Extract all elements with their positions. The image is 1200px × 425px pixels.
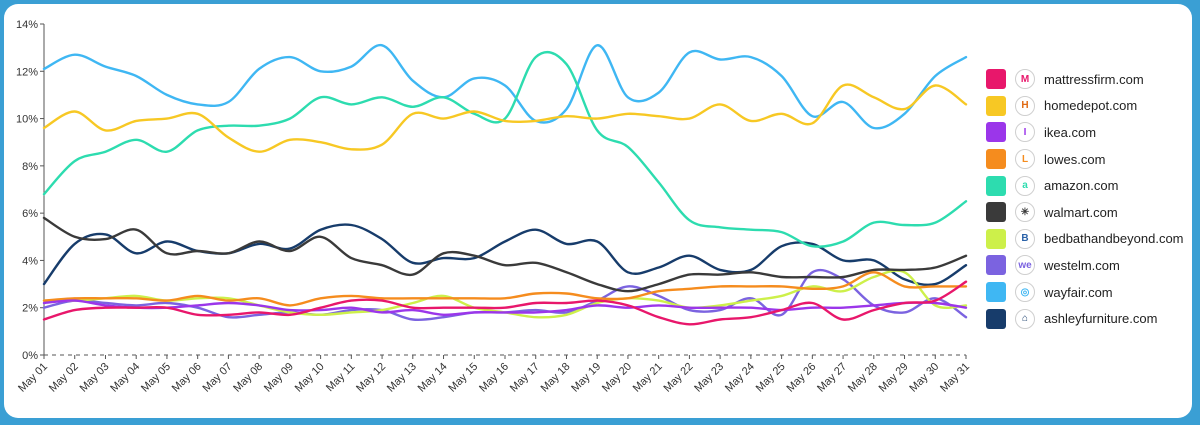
y-tick-label: 6% <box>22 208 38 220</box>
amazon-logo-icon: a <box>1015 175 1035 196</box>
legend-swatch <box>986 282 1006 303</box>
x-tick-label: May 09 <box>262 361 296 395</box>
x-tick-label: May 16 <box>477 361 511 395</box>
chart-card: 0% 2% 4% 6% 8% 10% 12% 14% May 01 May 02 May 03 May… <box>4 4 1192 418</box>
x-tick-label: May 15 <box>446 361 480 395</box>
legend-label: mattressfirm.com <box>1044 71 1144 87</box>
legend-label: westelm.com <box>1044 257 1120 273</box>
lowes-logo-icon: L <box>1015 149 1035 170</box>
x-tick-label: May 30 <box>907 361 941 395</box>
legend-swatch <box>986 308 1006 329</box>
x-tick-label: May 28 <box>846 361 880 395</box>
series-line-wayfair <box>42 44 968 130</box>
x-tick-label: May 06 <box>170 361 204 395</box>
x-tick-label: May 02 <box>47 361 81 395</box>
legend-item-amazon[interactable]: a amazon.com <box>986 172 1196 199</box>
x-tick-label: May 01 <box>16 361 50 395</box>
series-line-amazon <box>42 50 968 248</box>
x-tick-label: May 11 <box>324 361 357 394</box>
x-tick-label: May 18 <box>539 361 573 395</box>
y-tick-label: 10% <box>16 114 38 126</box>
ikea-logo-icon: I <box>1015 122 1035 143</box>
legend-label: walmart.com <box>1044 204 1118 220</box>
x-tick-label: May 05 <box>139 361 173 395</box>
legend-swatch <box>986 69 1006 90</box>
legend-item-ashleyfurniture[interactable]: ⌂ ashleyfurniture.com <box>986 305 1196 332</box>
series-line-mattressfirm <box>42 280 968 326</box>
x-tick-label: May 17 <box>508 361 542 395</box>
homedepot-logo-icon: H <box>1015 95 1035 116</box>
legend-swatch <box>986 95 1006 116</box>
legend-item-walmart[interactable]: ✳ walmart.com <box>986 199 1196 226</box>
y-tick-label: 12% <box>16 66 38 78</box>
legend-swatch <box>986 122 1006 143</box>
series-line-walmart <box>42 216 968 293</box>
x-tick-label: May 07 <box>201 361 235 395</box>
series-line-ikea <box>42 299 968 317</box>
y-tick-label: 14% <box>16 19 38 31</box>
legend-label: homedepot.com <box>1044 98 1138 114</box>
bedbathandbeyond-logo-icon: B <box>1015 228 1035 249</box>
legend-label: bedbathandbeyond.com <box>1044 231 1184 247</box>
westelm-logo-icon: we <box>1015 255 1035 276</box>
legend-swatch <box>986 228 1006 249</box>
walmart-spark-icon: ✳ <box>1015 202 1035 223</box>
x-tick-label: May 25 <box>754 361 788 395</box>
x-tick-label: May 19 <box>569 361 603 395</box>
x-tick-label: May 03 <box>78 361 112 395</box>
y-tick-label: 0% <box>22 350 38 362</box>
legend-label: amazon.com <box>1044 178 1119 194</box>
wayfair-logo-icon: ◎ <box>1015 282 1035 303</box>
x-tick-label: May 13 <box>385 361 419 395</box>
legend-label: ikea.com <box>1044 124 1097 140</box>
x-tick-label: May 22 <box>662 361 696 395</box>
legend-swatch <box>986 202 1006 223</box>
x-tick-label: May 23 <box>692 361 726 395</box>
y-tick-label: 2% <box>22 303 38 315</box>
x-tick-label: May 31 <box>938 361 972 395</box>
legend-swatch <box>986 175 1006 196</box>
legend-label: ashleyfurniture.com <box>1044 311 1158 327</box>
legend-label: lowes.com <box>1044 151 1106 167</box>
legend-swatch <box>986 149 1006 170</box>
x-tick-label: May 27 <box>815 361 849 395</box>
x-tick-label: May 12 <box>354 361 388 395</box>
x-tick-label: May 14 <box>416 361 450 395</box>
ashleyfurniture-logo-icon: ⌂ <box>1015 308 1035 329</box>
legend-item-westelm[interactable]: we westelm.com <box>986 252 1196 279</box>
legend-label: wayfair.com <box>1044 284 1113 300</box>
y-tick-label: 8% <box>22 161 38 173</box>
x-tick-label: May 29 <box>877 361 911 395</box>
mattressfirm-logo-icon: M <box>1015 69 1035 90</box>
y-tick-label: 4% <box>22 255 38 267</box>
x-tick-label: May 26 <box>784 361 818 395</box>
x-tick-label: May 08 <box>231 361 265 395</box>
legend-item-wayfair[interactable]: ◎ wayfair.com <box>986 279 1196 306</box>
legend-swatch <box>986 255 1006 276</box>
x-tick-label: May 10 <box>293 361 327 395</box>
x-tick-label: May 24 <box>723 361 757 395</box>
series-line-ashleyfurniture <box>42 223 968 287</box>
series-line-lowes <box>42 271 968 307</box>
x-tick-label: May 21 <box>631 361 665 395</box>
series-line-homedepot <box>42 83 968 153</box>
x-tick-label: May 20 <box>600 361 634 395</box>
x-tick-label: May 04 <box>108 361 142 395</box>
